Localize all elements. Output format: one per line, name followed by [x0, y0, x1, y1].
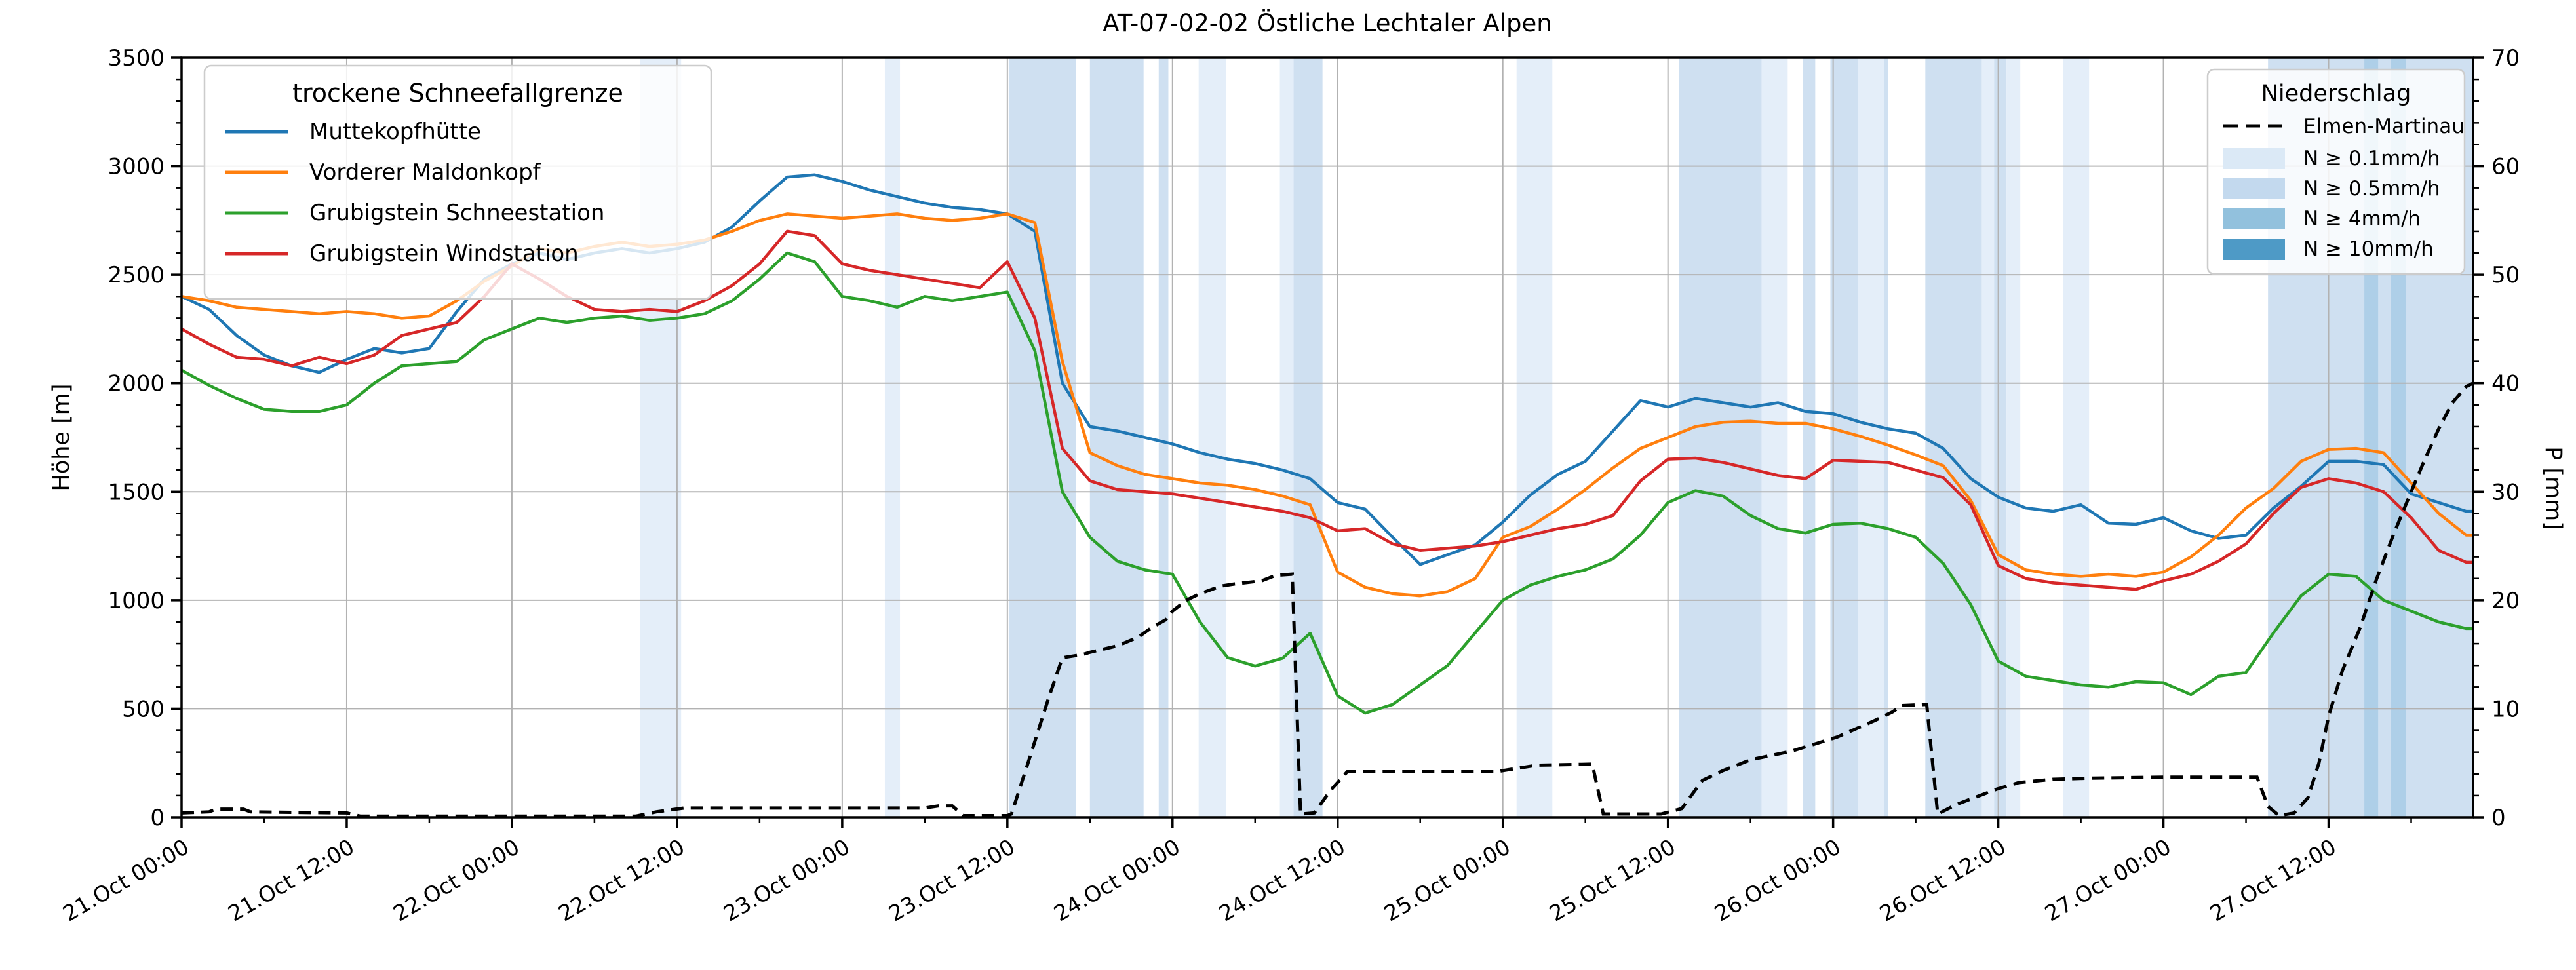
precip-band-level1 — [884, 58, 901, 817]
x-tick-label: 27.Oct 12:00 — [2206, 834, 2341, 926]
precip-band-level2 — [1830, 58, 1858, 817]
y-axis-label-left: Höhe [m] — [49, 384, 75, 492]
legend-precip-level-label: N ≥ 10mm/h — [2303, 237, 2434, 261]
precip-band-level1 — [1981, 58, 1995, 817]
y-left-tick-label: 3000 — [107, 154, 165, 180]
x-tick-label: 23.Oct 00:00 — [719, 834, 854, 926]
y-left-tick-label: 1000 — [107, 588, 165, 614]
y-right-tick-label: 10 — [2491, 696, 2520, 722]
x-tick-label: 24.Oct 12:00 — [1215, 834, 1350, 926]
precip-band-level2 — [1293, 58, 1323, 817]
precip-band-level2 — [1803, 58, 1816, 817]
y-left-tick-label: 3500 — [107, 45, 165, 71]
x-tick-label: 24.Oct 00:00 — [1049, 834, 1184, 926]
legend-precip-level-label: N ≥ 0.1mm/h — [2303, 147, 2440, 170]
legend-snowline-item-label: Muttekopfhütte — [309, 119, 481, 145]
x-tick-label: 25.Oct 12:00 — [1545, 834, 1680, 926]
legend-precip-swatch-1 — [2223, 148, 2285, 169]
x-tick-label: 27.Oct 00:00 — [2040, 834, 2176, 926]
y-axis-label-right: P [mm] — [2540, 446, 2566, 530]
precip-cumulative-line — [182, 381, 2473, 817]
x-tick-label: 22.Oct 12:00 — [554, 834, 689, 926]
precip-band-level1 — [1279, 58, 1294, 817]
legend-snowline-item-label: Grubigstein Schneestation — [309, 200, 604, 226]
precip-band-level1 — [1198, 58, 1226, 817]
legend-precip-level-label: N ≥ 0.5mm/h — [2303, 177, 2440, 201]
legend-precip-swatch-2 — [2223, 178, 2285, 199]
x-tick-label: 21.Oct 00:00 — [58, 834, 193, 926]
y-left-tick-label: 0 — [150, 805, 165, 831]
x-tick-label: 26.Oct 12:00 — [1875, 834, 2010, 926]
legend-precip-line-label: Elmen-Martinau — [2303, 115, 2465, 138]
y-right-tick-label: 50 — [2491, 262, 2520, 288]
legend-snowline-title: trockene Schneefallgrenze — [292, 79, 623, 107]
y-right-tick-label: 70 — [2491, 45, 2520, 71]
precip-band-level1 — [1761, 58, 1788, 817]
precip-band-level2 — [1884, 58, 1888, 817]
y-right-tick-label: 0 — [2491, 805, 2506, 831]
legend-snowline-box — [203, 64, 712, 300]
x-tick-label: 25.Oct 00:00 — [1380, 834, 1515, 926]
y-right-tick-label: 40 — [2491, 371, 2520, 397]
series-line-3 — [182, 251, 2473, 715]
x-tick-label: 21.Oct 12:00 — [224, 834, 359, 926]
x-tick-label: 26.Oct 00:00 — [1710, 834, 1845, 926]
y-right-tick-label: 30 — [2491, 479, 2520, 505]
plot-border — [180, 56, 2474, 819]
y-left-tick-label: 1500 — [107, 479, 165, 505]
y-left-tick-label: 2000 — [107, 371, 165, 397]
precip-band-level1 — [2006, 58, 2021, 817]
y-left-tick-label: 500 — [122, 696, 165, 722]
legend-precip-title: Niederschlag — [2261, 81, 2411, 107]
x-tick-label: 23.Oct 12:00 — [884, 834, 1019, 926]
precip-band-level1 — [2063, 58, 2090, 817]
precip-band-level2 — [1925, 58, 1982, 817]
precip-band-level2 — [1008, 58, 1076, 817]
precip-band-level2 — [1994, 58, 2007, 817]
precip-band-level2 — [1679, 58, 1762, 817]
legend-snowline-item-label: Vorderer Maldonkopf — [309, 159, 541, 185]
legend-snowline-item-label: Grubigstein Windstation — [309, 241, 579, 267]
precip-band-level2 — [1089, 58, 1144, 817]
x-tick-label: 22.Oct 00:00 — [389, 834, 524, 926]
y-right-tick-label: 60 — [2491, 154, 2520, 180]
y-left-tick-label: 2500 — [107, 262, 165, 288]
precip-band-level1 — [1516, 58, 1553, 817]
y-right-tick-label: 20 — [2491, 588, 2520, 614]
chart-title: AT-07-02-02 Östliche Lechtaler Alpen — [1103, 9, 1552, 37]
legend-precip-swatch-3 — [2223, 208, 2285, 229]
legend-precip-level-label: N ≥ 4mm/h — [2303, 207, 2421, 231]
legend-precip-swatch-4 — [2223, 239, 2285, 260]
precip-band-level2 — [1158, 58, 1169, 817]
